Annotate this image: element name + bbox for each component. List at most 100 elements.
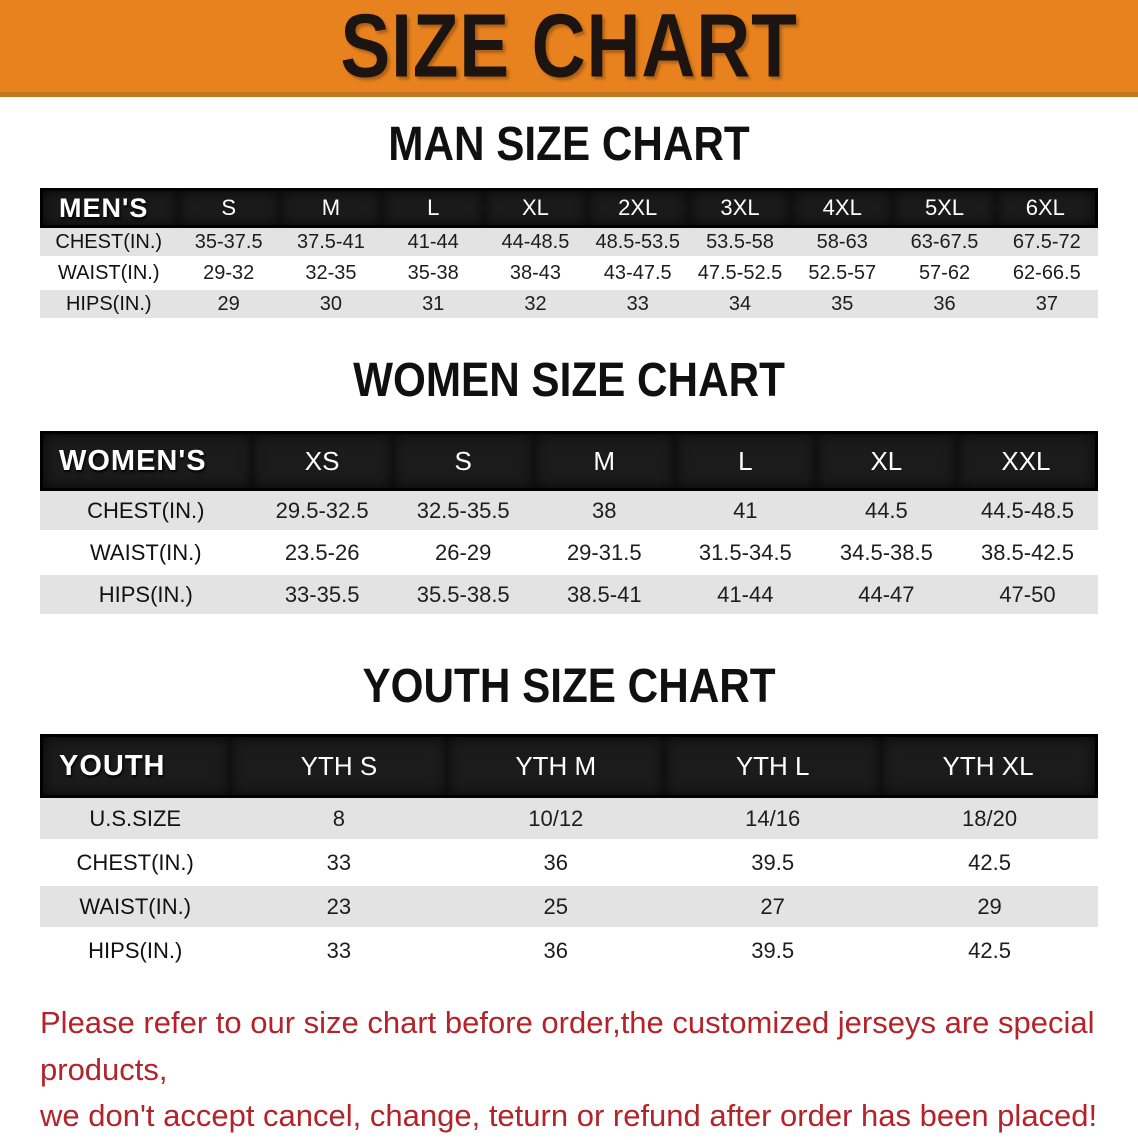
- size-column-header: YTH S: [230, 734, 448, 798]
- measurement-row: CHEST(IN.) 29.5-32.5 32.5-35.5 38 41 44.5 44.5…: [40, 491, 1098, 533]
- measurement-value-cell: 33: [230, 930, 448, 974]
- measurement-value-cell: 39.5: [664, 930, 882, 974]
- measurement-value-cell: 44.5: [815, 491, 957, 533]
- measurement-value-cell: 47.5-52.5: [688, 259, 792, 290]
- measurement-value-cell: 31.5-34.5: [674, 533, 816, 575]
- measurement-value-cell: 10/12: [447, 798, 665, 842]
- measurement-value-cell: 38-43: [484, 259, 587, 290]
- measurement-value-cell: 39.5: [664, 842, 882, 886]
- size-column-header: S: [392, 431, 534, 491]
- size-column-header: XL: [815, 431, 957, 491]
- measurement-value-cell: 33: [586, 290, 689, 321]
- women-size-table: WOMEN'S XS S M L XL XXL CHEST(IN.) 29.5-32.5 32.5…: [40, 431, 1098, 617]
- measurement-value-cell: 33-35.5: [251, 575, 393, 617]
- size-column-header: L: [674, 431, 816, 491]
- measurement-value-cell: 41: [674, 491, 816, 533]
- measurement-value-cell: 34: [688, 290, 792, 321]
- size-header-row: MEN'S S M L XL 2XL 3XL 4XL 5XL 6XL: [40, 188, 1098, 228]
- measurement-value-cell: 23.5-26: [251, 533, 393, 575]
- measurement-value-cell: 36: [447, 930, 665, 974]
- measurement-row: WAIST(IN.) 29-32 32-35 35-38 38-43 43-47.5 47.…: [40, 259, 1098, 290]
- measurement-row-label: CHEST(IN.): [40, 842, 231, 886]
- measurement-value-cell: 41-44: [382, 228, 485, 259]
- measurement-row-label: WAIST(IN.): [40, 886, 231, 930]
- men-size-table: MEN'S S M L XL 2XL 3XL 4XL 5XL 6XL CHEST(IN.) 35-37…: [40, 188, 1098, 321]
- measurement-value-cell: 31: [382, 290, 485, 321]
- measurement-value-cell: 63-67.5: [893, 228, 996, 259]
- measurement-row-label: HIPS(IN.): [40, 930, 231, 974]
- measurement-value-cell: 29.5-32.5: [251, 491, 393, 533]
- size-column-header: XXL: [956, 431, 1098, 491]
- measurement-value-cell: 47-50: [956, 575, 1098, 617]
- measurement-row-label: CHEST(IN.): [40, 491, 252, 533]
- measurement-row: CHEST(IN.) 33 36 39.5 42.5: [40, 842, 1098, 886]
- measurement-value-cell: 35.5-38.5: [392, 575, 534, 617]
- measurement-value-cell: 43-47.5: [586, 259, 689, 290]
- measurement-row-label: CHEST(IN.): [40, 228, 178, 259]
- measurement-value-cell: 35: [791, 290, 894, 321]
- measurement-row: HIPS(IN.) 33-35.5 35.5-38.5 38.5-41 41-44 44-…: [40, 575, 1098, 617]
- measurement-row: U.S.SIZE 8 10/12 14/16 18/20: [40, 798, 1098, 842]
- measurement-value-cell: 44.5-48.5: [956, 491, 1098, 533]
- disclaimer-note: Please refer to our size chart before or…: [40, 1000, 1098, 1140]
- measurement-value-cell: 34.5-38.5: [815, 533, 957, 575]
- women-section-title: WOMEN SIZE CHART: [353, 354, 785, 407]
- measurement-row: WAIST(IN.) 23.5-26 26-29 29-31.5 31.5-34.5 34…: [40, 533, 1098, 575]
- measurement-value-cell: 8: [230, 798, 448, 842]
- size-header-row: WOMEN'S XS S M L XL XXL: [40, 431, 1098, 491]
- measurement-value-cell: 38.5-41: [533, 575, 675, 617]
- measurement-row-label: WAIST(IN.): [40, 259, 178, 290]
- measurement-value-cell: 29-31.5: [533, 533, 675, 575]
- measurement-value-cell: 36: [447, 842, 665, 886]
- size-column-header: XL: [484, 188, 587, 228]
- youth-size-table: YOUTH YTH S YTH M YTH L YTH XL U.S.SIZE 8 10/12…: [40, 734, 1098, 974]
- measurement-value-cell: 29: [177, 290, 280, 321]
- measurement-value-cell: 44-48.5: [484, 228, 587, 259]
- measurement-row-label: U.S.SIZE: [40, 798, 231, 842]
- measurement-row: WAIST(IN.) 23 25 27 29: [40, 886, 1098, 930]
- measurement-value-cell: 14/16: [664, 798, 882, 842]
- banner: SIZE CHART: [0, 0, 1138, 97]
- measurement-value-cell: 33: [230, 842, 448, 886]
- measurement-value-cell: 32: [484, 290, 587, 321]
- size-column-header: XS: [251, 431, 393, 491]
- disclaimer-line-2: we don't accept cancel, change, teturn o…: [40, 1098, 1098, 1133]
- measurement-value-cell: 57-62: [893, 259, 996, 290]
- size-column-header: 5XL: [893, 188, 996, 228]
- measurement-value-cell: 38.5-42.5: [956, 533, 1098, 575]
- measurement-row-label: HIPS(IN.): [40, 290, 178, 321]
- measurement-value-cell: 41-44: [674, 575, 816, 617]
- measurement-value-cell: 53.5-58: [688, 228, 792, 259]
- size-group-label: MEN'S: [40, 188, 178, 228]
- measurement-row: HIPS(IN.) 29 30 31 32 33 34 35 36 37: [40, 290, 1098, 321]
- measurement-value-cell: 35-38: [382, 259, 485, 290]
- men-size-section: MAN SIZE CHART MEN'S S M L XL 2XL 3XL 4XL 5XL 6XL…: [0, 121, 1138, 321]
- size-column-header: L: [382, 188, 485, 228]
- size-column-header: 4XL: [791, 188, 894, 228]
- disclaimer-line-1: Please refer to our size chart before or…: [40, 1005, 1095, 1087]
- youth-size-section: YOUTH SIZE CHART YOUTH YTH S YTH M YTH L YTH…: [0, 663, 1138, 974]
- measurement-value-cell: 35-37.5: [177, 228, 280, 259]
- measurement-row: CHEST(IN.) 35-37.5 37.5-41 41-44 44-48.5 48.5…: [40, 228, 1098, 259]
- measurement-value-cell: 67.5-72: [995, 228, 1098, 259]
- banner-title: SIZE CHART: [340, 0, 798, 96]
- size-group-label: YOUTH: [40, 734, 231, 798]
- size-column-header: YTH M: [447, 734, 665, 798]
- measurement-value-cell: 52.5-57: [791, 259, 894, 290]
- measurement-value-cell: 32.5-35.5: [392, 491, 534, 533]
- size-group-label: WOMEN'S: [40, 431, 252, 491]
- measurement-value-cell: 48.5-53.5: [586, 228, 689, 259]
- measurement-value-cell: 42.5: [881, 930, 1098, 974]
- measurement-value-cell: 42.5: [881, 842, 1098, 886]
- measurement-value-cell: 37: [995, 290, 1098, 321]
- women-size-section: WOMEN SIZE CHART WOMEN'S XS S M L XL XXL CHEST(…: [0, 357, 1138, 617]
- measurement-value-cell: 27: [664, 886, 882, 930]
- measurement-value-cell: 32-35: [279, 259, 383, 290]
- measurement-value-cell: 58-63: [791, 228, 894, 259]
- size-column-header: M: [279, 188, 383, 228]
- size-column-header: 3XL: [688, 188, 792, 228]
- measurement-value-cell: 23: [230, 886, 448, 930]
- youth-section-title: YOUTH SIZE CHART: [362, 660, 776, 713]
- measurement-value-cell: 30: [279, 290, 383, 321]
